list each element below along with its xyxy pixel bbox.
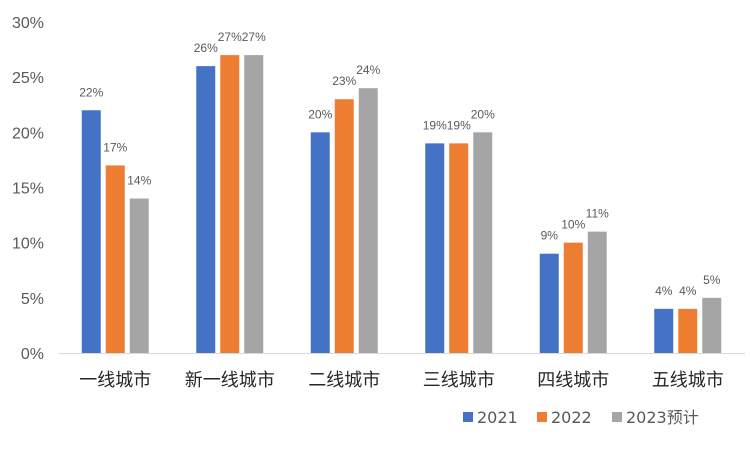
bar-2021-二线城市 [310, 132, 330, 353]
bar-2021-三线城市 [425, 143, 445, 353]
bar-2022-二线城市 [334, 99, 354, 353]
data-label: 4% [679, 284, 697, 298]
data-label: 10% [561, 218, 585, 232]
bar-2022-新一线城市 [220, 55, 240, 353]
bar-2023预计-三线城市 [473, 132, 493, 353]
data-label: 4% [655, 284, 673, 298]
bar-2023预计-四线城市 [587, 231, 607, 353]
bar-2021-一线城市 [81, 110, 101, 354]
y-tick-label: 0% [21, 346, 44, 363]
y-tick-label: 15% [12, 181, 44, 198]
data-label: 22% [79, 85, 103, 99]
data-label: 20% [471, 107, 495, 121]
x-category-label: 新一线城市 [185, 370, 275, 391]
x-axis: 一线城市 新一线城市 二线城市 三线城市 四线城市 五线城市 [79, 370, 724, 391]
bar-2023预计-二线城市 [358, 88, 378, 353]
bar-2021-四线城市 [539, 253, 559, 353]
data-label: 5% [703, 273, 721, 287]
y-tick-label: 20% [12, 125, 44, 142]
data-label: 24% [356, 63, 380, 77]
x-category-label: 四线城市 [537, 370, 609, 391]
bar-2023预计-新一线城市 [244, 55, 264, 353]
x-category-label: 二线城市 [308, 370, 380, 391]
legend-swatch [612, 412, 622, 422]
y-axis: 0% 5% 10% 15% 20% 25% 30% [12, 15, 44, 363]
bar-2021-五线城市 [654, 308, 674, 353]
bar-2021-新一线城市 [196, 66, 216, 353]
data-label: 20% [308, 107, 332, 121]
legend-label: 2022 [551, 408, 592, 427]
x-category-label: 五线城市 [652, 370, 724, 391]
data-label: 11% [586, 207, 609, 221]
x-category-label: 三线城市 [423, 370, 495, 391]
legend-swatch [537, 412, 547, 422]
data-label: 9% [541, 229, 559, 243]
data-label: 27% [242, 30, 266, 44]
y-tick-label: 5% [21, 291, 44, 308]
legend-label: 2023预计 [626, 408, 699, 427]
x-category-label: 一线城市 [79, 370, 151, 391]
bars-group [81, 55, 722, 354]
bar-2023预计-一线城市 [129, 198, 149, 353]
bar-2022-五线城市 [678, 308, 698, 353]
y-tick-label: 10% [12, 236, 44, 253]
y-tick-label: 30% [12, 15, 44, 32]
data-label: 14% [127, 174, 151, 188]
bar-2023预计-五线城市 [702, 297, 722, 353]
data-label: 26% [194, 41, 218, 55]
data-label: 27% [218, 30, 242, 44]
bar-2022-三线城市 [449, 143, 469, 353]
data-label: 23% [332, 74, 356, 88]
legend: 2021 2022 2023预计 [463, 408, 699, 427]
data-label: 19% [423, 118, 447, 132]
bar-2022-四线城市 [563, 242, 583, 353]
data-labels-group: 22%17%14%26%27% 27%20%23%24%19% 19%20%9%10… [79, 30, 721, 298]
data-label: 17% [103, 140, 127, 154]
bar-2022-一线城市 [105, 165, 125, 353]
data-label: 19% [447, 118, 471, 132]
y-tick-label: 25% [12, 70, 44, 87]
legend-label: 2021 [477, 408, 518, 427]
legend-swatch [463, 412, 473, 422]
